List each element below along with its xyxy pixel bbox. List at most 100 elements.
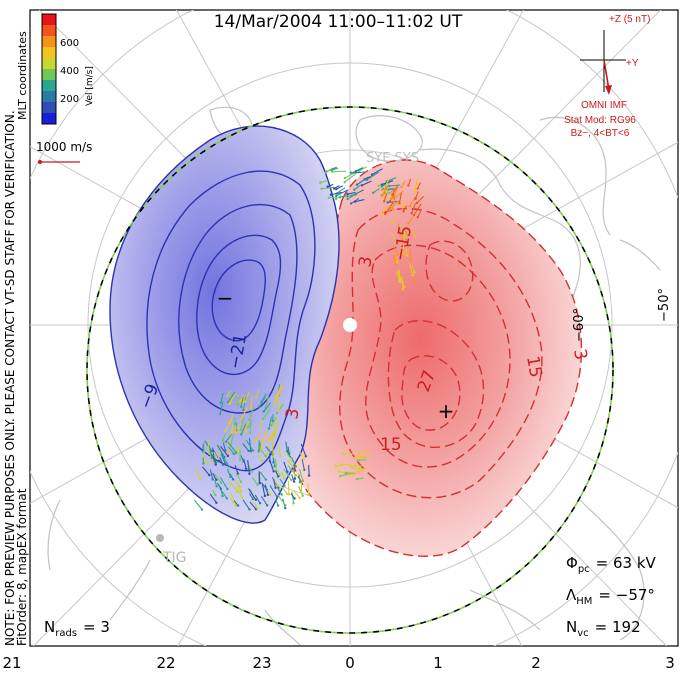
colorbar-swatch — [42, 36, 56, 48]
velocity-vector — [409, 196, 416, 207]
colorbar-swatch — [42, 91, 56, 103]
velocity-vector — [220, 445, 229, 457]
velocity-vector-origin — [413, 234, 417, 238]
velocity-vector-origin — [244, 467, 248, 470]
velocity-vector — [371, 168, 383, 176]
velocity-vector-origin — [353, 188, 356, 191]
velocity-vector-origin — [395, 241, 399, 245]
velocity-vector-origin — [274, 403, 277, 407]
velocity-vector-origin — [347, 473, 351, 476]
velocity-vector-origin — [302, 457, 305, 461]
velocity-vector — [274, 391, 281, 403]
velocity-vector — [393, 246, 399, 255]
velocity-vector-origin — [402, 210, 405, 213]
velocity-vector-origin — [267, 427, 271, 430]
velocity-vector-origin — [303, 468, 306, 471]
velocity-vector — [298, 474, 301, 483]
velocity-vector — [269, 484, 278, 498]
velocity-vector-origin — [346, 192, 349, 196]
velocity-vector — [347, 193, 356, 200]
velocity-vector-origin — [258, 482, 261, 485]
velocity-vector-origin — [298, 496, 301, 500]
velocity-vector-origin — [415, 201, 419, 205]
velocity-vector — [258, 440, 260, 452]
velocity-vector — [354, 199, 365, 203]
velocity-vector — [336, 185, 343, 190]
velocity-vector — [240, 423, 247, 435]
velocity-vector-origin — [199, 477, 202, 480]
velocity-vector-origin — [218, 412, 222, 416]
velocity-vector-origin — [401, 239, 404, 242]
velocity-vector — [229, 393, 237, 404]
pole-marker — [343, 318, 357, 332]
colorbar-swatch — [42, 58, 56, 70]
velocity-vector — [400, 232, 404, 241]
velocity-vector — [290, 456, 297, 467]
velocity-vector-origin — [266, 493, 270, 497]
velocity-vector-origin — [256, 483, 259, 487]
velocity-vector-origin — [304, 455, 308, 458]
velocity-vector — [249, 501, 257, 510]
hm-boundary-latitude: ΛHM = −57° — [566, 586, 655, 607]
velocity-vector — [325, 167, 334, 173]
velocity-vector — [279, 478, 285, 486]
velocity-vector-origin — [231, 478, 235, 481]
velocity-vector — [347, 191, 356, 195]
velocity-vector — [366, 171, 379, 181]
velocity-vector-origin — [349, 464, 352, 468]
velocity-vector-origin — [388, 184, 391, 188]
velocity-vector-origin — [283, 484, 286, 487]
velocity-vector-origin — [275, 412, 279, 415]
velocity-vector-origin — [239, 428, 242, 431]
velocity-vector-origin — [346, 195, 349, 198]
velocity-vector-origin — [239, 480, 243, 483]
contour-label: 15 — [522, 354, 545, 379]
velocity-vector-origin — [266, 439, 270, 443]
station-labels: SYE SYS TIG — [156, 151, 419, 566]
velocity-vector-origin — [219, 401, 223, 404]
velocity-vector-origin — [335, 194, 338, 198]
colorbar-tick-200: 200 — [60, 94, 79, 105]
velocity-vector-origin — [236, 403, 239, 406]
velocity-vector-origin — [273, 400, 277, 404]
velocity-vector — [344, 171, 357, 179]
velocity-vector — [330, 191, 342, 196]
velocity-vector — [220, 392, 224, 403]
velocity-vector — [402, 225, 406, 237]
velocity-vector-origin — [276, 484, 280, 487]
velocity-vector-origin — [410, 212, 413, 215]
velocity-vector-origin — [398, 280, 401, 284]
velocity-vector — [227, 391, 236, 403]
velocity-vector-origin — [270, 424, 273, 427]
velocity-vector-origin — [233, 422, 237, 426]
velocity-vector-origin — [244, 431, 247, 434]
velocity-vector — [298, 468, 304, 481]
velocity-vector-origin — [202, 462, 205, 465]
velocity-vector-origin — [388, 199, 392, 203]
colorbar-swatch — [42, 14, 56, 26]
colorbar-tick-400: 400 — [60, 66, 79, 77]
colorbar-tick-600: 600 — [60, 38, 79, 49]
velocity-vector-origin — [210, 456, 214, 460]
velocity-vector-origin — [223, 429, 226, 433]
velocity-vector-origin — [276, 394, 280, 397]
velocity-vector-origin — [224, 462, 227, 465]
velocity-vector-origin — [214, 463, 217, 466]
velocity-vector — [257, 473, 260, 483]
velocity-vector — [355, 167, 364, 172]
velocity-vector-origin — [228, 401, 231, 405]
velocity-vector — [393, 190, 404, 200]
velocity-vector-origin — [238, 485, 242, 489]
velocity-vector — [244, 422, 248, 433]
velocity-vector-origin — [272, 470, 275, 473]
velocity-vectors — [193, 166, 425, 511]
velocity-vector — [291, 474, 295, 482]
velocity-vector — [413, 203, 422, 216]
velocity-vector-origin — [286, 470, 289, 473]
velocity-vector-origin — [320, 187, 323, 190]
velocity-vector-origin — [221, 463, 225, 466]
velocity-vector-origin — [391, 193, 394, 196]
velocity-vector — [277, 494, 286, 506]
velocity-vector-origin — [240, 433, 243, 436]
velocity-vector — [356, 176, 369, 186]
